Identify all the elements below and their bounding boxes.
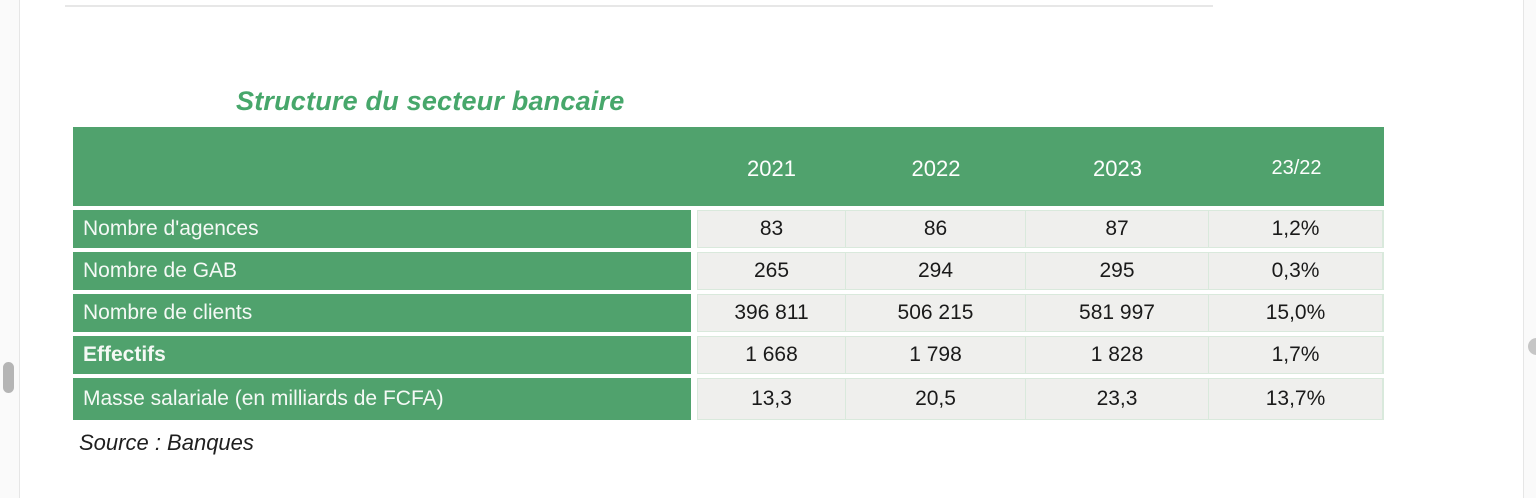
cell-value: 86 <box>846 211 1025 247</box>
row-cells: 396 811 506 215 581 997 15,0% <box>697 294 1384 332</box>
cell-value: 1,2% <box>1209 211 1382 247</box>
cell-value: 1,7% <box>1209 337 1382 373</box>
row-label: Masse salariale (en milliards de FCFA) <box>73 378 691 420</box>
cell-value: 1 668 <box>698 337 845 373</box>
cell-value: 87 <box>1026 211 1208 247</box>
cell-value: 265 <box>698 253 845 289</box>
left-scrollbar-thumb[interactable] <box>3 362 14 393</box>
cell-value: 83 <box>698 211 845 247</box>
table-row: Nombre de clients 396 811 506 215 581 99… <box>73 294 1384 332</box>
cell-value: 15,0% <box>1209 295 1382 331</box>
cell-value: 506 215 <box>846 295 1025 331</box>
cell-value: 295 <box>1026 253 1208 289</box>
table-row: Nombre de GAB 265 294 295 0,3% <box>73 252 1384 290</box>
column-header-2023: 2023 <box>1093 155 1142 181</box>
document-page: Structure du secteur bancaire 2021 2022 … <box>20 0 1523 498</box>
cell-value: 294 <box>846 253 1025 289</box>
cell-value: 0,3% <box>1209 253 1382 289</box>
banking-structure-table: 2021 2022 2023 23/22 Nombre d'agences 83… <box>73 127 1384 420</box>
cell-value: 396 811 <box>698 295 845 331</box>
table-row: Effectifs 1 668 1 798 1 828 1,7% <box>73 336 1384 374</box>
table-title: Structure du secteur bancaire <box>236 86 625 116</box>
row-cells: 1 668 1 798 1 828 1,7% <box>697 336 1384 374</box>
column-header-2022: 2022 <box>911 155 961 181</box>
row-label: Nombre de GAB <box>73 252 691 290</box>
row-cells: 13,3 20,5 23,3 13,7% <box>697 378 1384 420</box>
cell-value: 1 798 <box>846 337 1025 373</box>
cell-value: 20,5 <box>846 379 1025 419</box>
table-header-row: 2021 2022 2023 23/22 <box>73 127 1384 206</box>
cell-value: 13,7% <box>1209 379 1382 419</box>
row-label: Nombre d'agences <box>73 210 691 248</box>
cell-value: 13,3 <box>698 379 845 419</box>
table-row: Nombre d'agences 83 86 87 1,2% <box>73 210 1384 248</box>
column-header-2021: 2021 <box>747 155 796 181</box>
cell-value: 581 997 <box>1026 295 1208 331</box>
table-row: Masse salariale (en milliards de FCFA) 1… <box>73 378 1384 420</box>
left-gutter <box>0 0 20 498</box>
cell-value: 23,3 <box>1026 379 1208 419</box>
cell-value: 1 828 <box>1026 337 1208 373</box>
right-scrollbar-thumb[interactable] <box>1528 338 1536 355</box>
top-divider <box>65 5 1213 7</box>
right-gutter <box>1523 0 1536 498</box>
row-label: Nombre de clients <box>73 294 691 332</box>
row-cells: 265 294 295 0,3% <box>697 252 1384 290</box>
row-label: Effectifs <box>73 336 691 374</box>
column-header-23-22: 23/22 <box>1271 157 1322 179</box>
source-note: Source : Banques <box>79 430 254 455</box>
row-cells: 83 86 87 1,2% <box>697 210 1384 248</box>
